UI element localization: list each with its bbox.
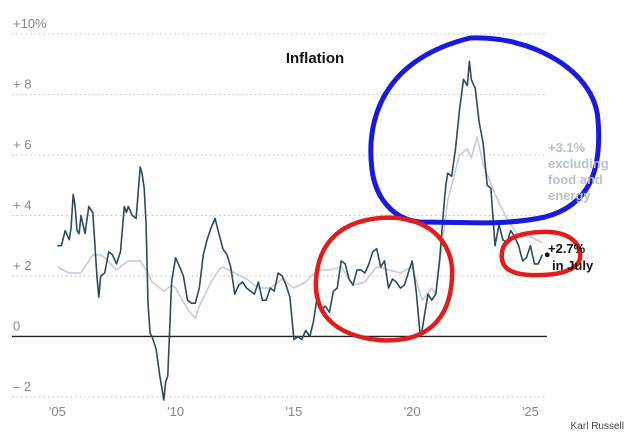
red-highlight-circle-left: [313, 215, 455, 343]
grid-lines: [12, 33, 547, 398]
y-tick-labels: +10% + 8 + 6 + 4 + 2 0 – 2: [13, 16, 47, 394]
y-tick-label: + 8: [13, 77, 31, 92]
core-label-line-1: excluding: [548, 156, 609, 171]
core-label-line-2: food and: [548, 172, 603, 187]
headline-label: in July: [552, 258, 594, 273]
x-tick-label: '15: [285, 404, 302, 419]
chart-title: Inflation: [286, 50, 344, 67]
headline-value-label: +2.7%: [548, 241, 586, 256]
x-tick-labels: '05 '10 '15 '20 '25: [49, 404, 539, 419]
y-tick-label: + 6: [13, 137, 31, 152]
x-tick-label: '25: [522, 404, 539, 419]
y-tick-label: 0: [13, 318, 20, 333]
blue-highlight-circle: [368, 35, 602, 226]
y-tick-label: +10%: [13, 16, 47, 31]
red-highlight-circle-right: [499, 229, 583, 278]
core-label-line-3: energy: [548, 188, 591, 203]
x-tick-label: '10: [167, 404, 184, 419]
headline-endpoint-dot: [544, 252, 550, 258]
headline-inflation-line: [57, 60, 544, 401]
x-tick-label: '05: [49, 404, 66, 419]
y-tick-label: + 4: [13, 198, 31, 213]
y-tick-label: + 2: [13, 258, 31, 273]
y-tick-label: – 2: [13, 379, 31, 394]
byline-credit: Karl Russell: [570, 421, 624, 432]
core-value-label: +3.1%: [548, 140, 586, 155]
x-tick-label: '20: [404, 404, 421, 419]
core-inflation-line: [57, 136, 543, 320]
